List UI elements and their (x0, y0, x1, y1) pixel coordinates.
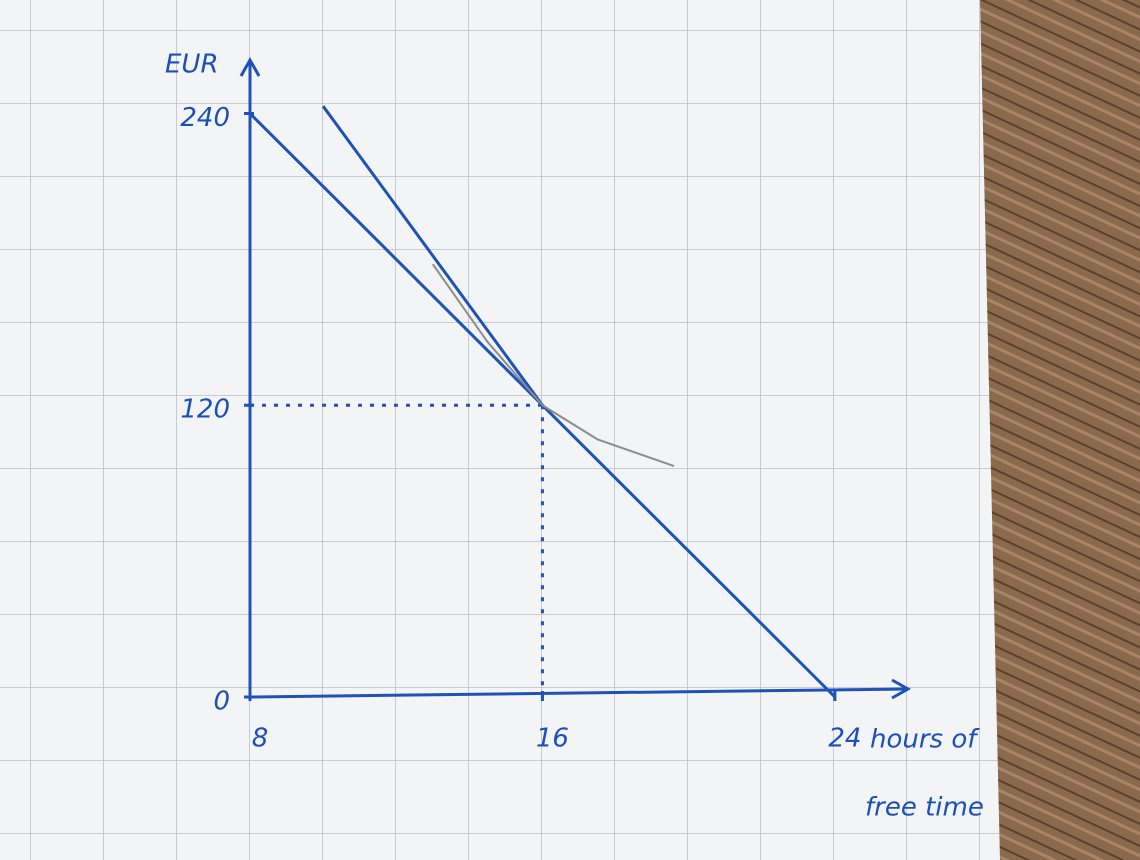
y-tick-label: 240 (180, 103, 230, 133)
photo: EUR hours of free time 0 120 240 8 16 24 (0, 0, 1140, 860)
x-axis-label: free time (865, 793, 984, 823)
x-axis-label: hours of (870, 725, 980, 755)
y-tick-label: 120 (180, 395, 230, 425)
x-tick-label: 16 (536, 724, 569, 754)
x-tick-label: 8 (252, 724, 269, 754)
x-tick-label: 24 (828, 724, 861, 754)
y-tick-label: 0 (213, 687, 230, 717)
y-axis-label: EUR (165, 50, 219, 80)
